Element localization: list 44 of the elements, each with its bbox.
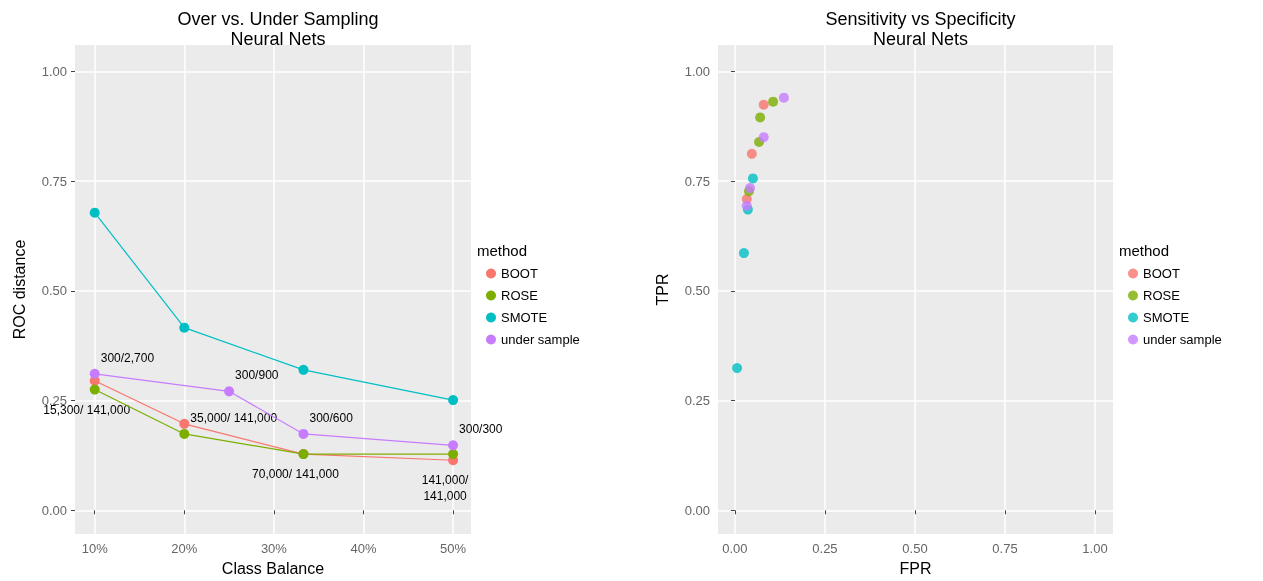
annotation: 300/300 xyxy=(459,422,503,437)
annotation: 300/900 xyxy=(235,368,279,383)
x-tick-label: 40% xyxy=(350,541,377,556)
x-tick-label: 50% xyxy=(440,541,467,556)
x-tick-label: 30% xyxy=(260,541,288,556)
legend-label: ROSE xyxy=(501,288,539,303)
y-tick-label: 0.00 xyxy=(41,502,67,518)
legend-title: method xyxy=(1119,242,1170,259)
x-axis-title: FPR xyxy=(899,559,932,577)
x-tick-label: 10% xyxy=(81,541,109,556)
legend-label: under sample xyxy=(1143,332,1222,347)
x-tick-label: 20% xyxy=(171,541,198,556)
annotation: 141,000/ 141,000 xyxy=(421,473,470,504)
x-tick-label: 1.00 xyxy=(1082,541,1108,556)
y-tick-label: 1.00 xyxy=(684,63,710,79)
legend-title: method xyxy=(477,242,528,259)
y-axis-title: ROC distance xyxy=(10,239,28,340)
annotation: 300/2,700 xyxy=(100,350,155,365)
annotation: 300/600 xyxy=(309,410,354,425)
legend-label: ROSE xyxy=(1143,288,1181,303)
chart-title: Over vs. Under Sampling xyxy=(177,9,379,29)
legend-label: SMOTE xyxy=(1143,310,1190,325)
x-tick-label: 0.50 xyxy=(902,541,928,556)
y-tick-label: 0.25 xyxy=(684,393,710,409)
annotation: 35,000/ 141,000 xyxy=(190,410,278,425)
y-tick-label: 0.00 xyxy=(684,502,710,518)
legend-label: under sample xyxy=(501,332,580,347)
y-axis-title: TPR xyxy=(653,273,671,306)
x-axis-title: Class Balance xyxy=(221,559,325,577)
x-tick-label: 0.00 xyxy=(722,541,748,556)
y-tick-label: 1.00 xyxy=(41,63,67,79)
legend-label: BOOT xyxy=(501,266,538,281)
y-tick-label: 0.75 xyxy=(41,173,67,189)
legend-label: SMOTE xyxy=(501,310,548,325)
x-tick-label: 0.75 xyxy=(992,541,1018,556)
x-tick-label: 0.25 xyxy=(812,541,838,556)
y-tick-label: 0.75 xyxy=(684,173,710,189)
legend-label: BOOT xyxy=(1143,266,1180,281)
chart-subtitle: Neural Nets xyxy=(230,29,326,49)
y-tick-label: 0.50 xyxy=(684,283,710,299)
chart-title: Sensitivity vs Specificity xyxy=(825,9,1016,29)
y-tick-label: 0.50 xyxy=(41,283,67,299)
annotation: 70,000/ 141,000 xyxy=(252,467,340,482)
chart-subtitle: Neural Nets xyxy=(872,29,969,49)
